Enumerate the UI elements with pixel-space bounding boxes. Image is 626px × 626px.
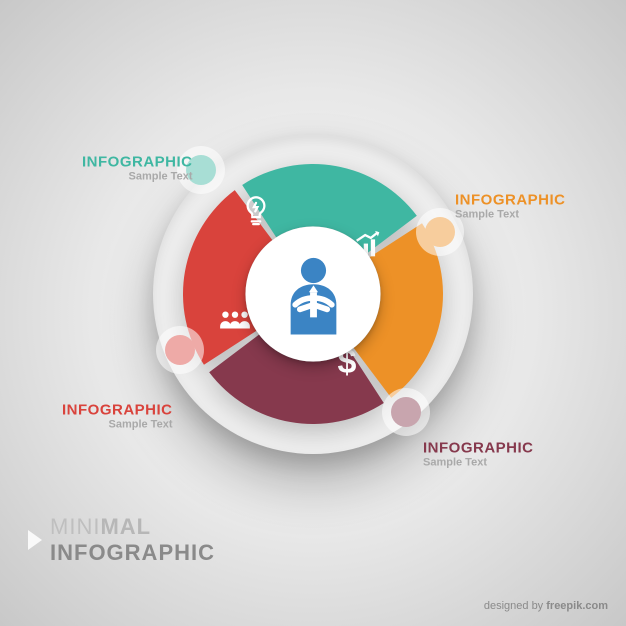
label-subtitle: Sample Text <box>423 457 534 469</box>
label-subtitle: Sample Text <box>62 419 173 431</box>
connector-dot <box>425 217 455 247</box>
credit-brand: freepik.com <box>546 600 608 612</box>
footer-line2: INFOGRAPHIC <box>50 540 215 566</box>
label-subtitle: Sample Text <box>455 209 566 221</box>
connector-dot <box>391 397 421 427</box>
play-triangle-icon <box>28 530 42 550</box>
person-icon <box>278 254 348 334</box>
credit-line: designed by freepik.com <box>484 600 608 612</box>
footer-line1-light: MINI <box>50 514 100 539</box>
footer-title: MINIMAL INFOGRAPHIC <box>28 514 215 566</box>
label-title: INFOGRAPHIC <box>455 192 566 209</box>
segment-label: INFOGRAPHIC Sample Text <box>455 192 566 221</box>
label-title: INFOGRAPHIC <box>82 154 193 171</box>
infographic-stage: $ INFOGRAPHIC Sample Text INFOGRAPH <box>0 0 626 626</box>
segment-label: INFOGRAPHIC Sample Text <box>423 440 534 469</box>
credit-prefix: designed by <box>484 600 546 612</box>
label-title: INFOGRAPHIC <box>62 402 173 419</box>
segment-label: INFOGRAPHIC Sample Text <box>82 154 193 183</box>
label-subtitle: Sample Text <box>82 171 193 183</box>
connector-dot <box>165 335 195 365</box>
segment-label: INFOGRAPHIC Sample Text <box>62 402 173 431</box>
lightbulb-icon <box>236 190 276 230</box>
footer-line1-bold: MAL <box>100 514 151 539</box>
footer-line1: MINIMAL <box>50 514 215 540</box>
label-title: INFOGRAPHIC <box>423 440 534 457</box>
center-hub <box>246 227 381 362</box>
